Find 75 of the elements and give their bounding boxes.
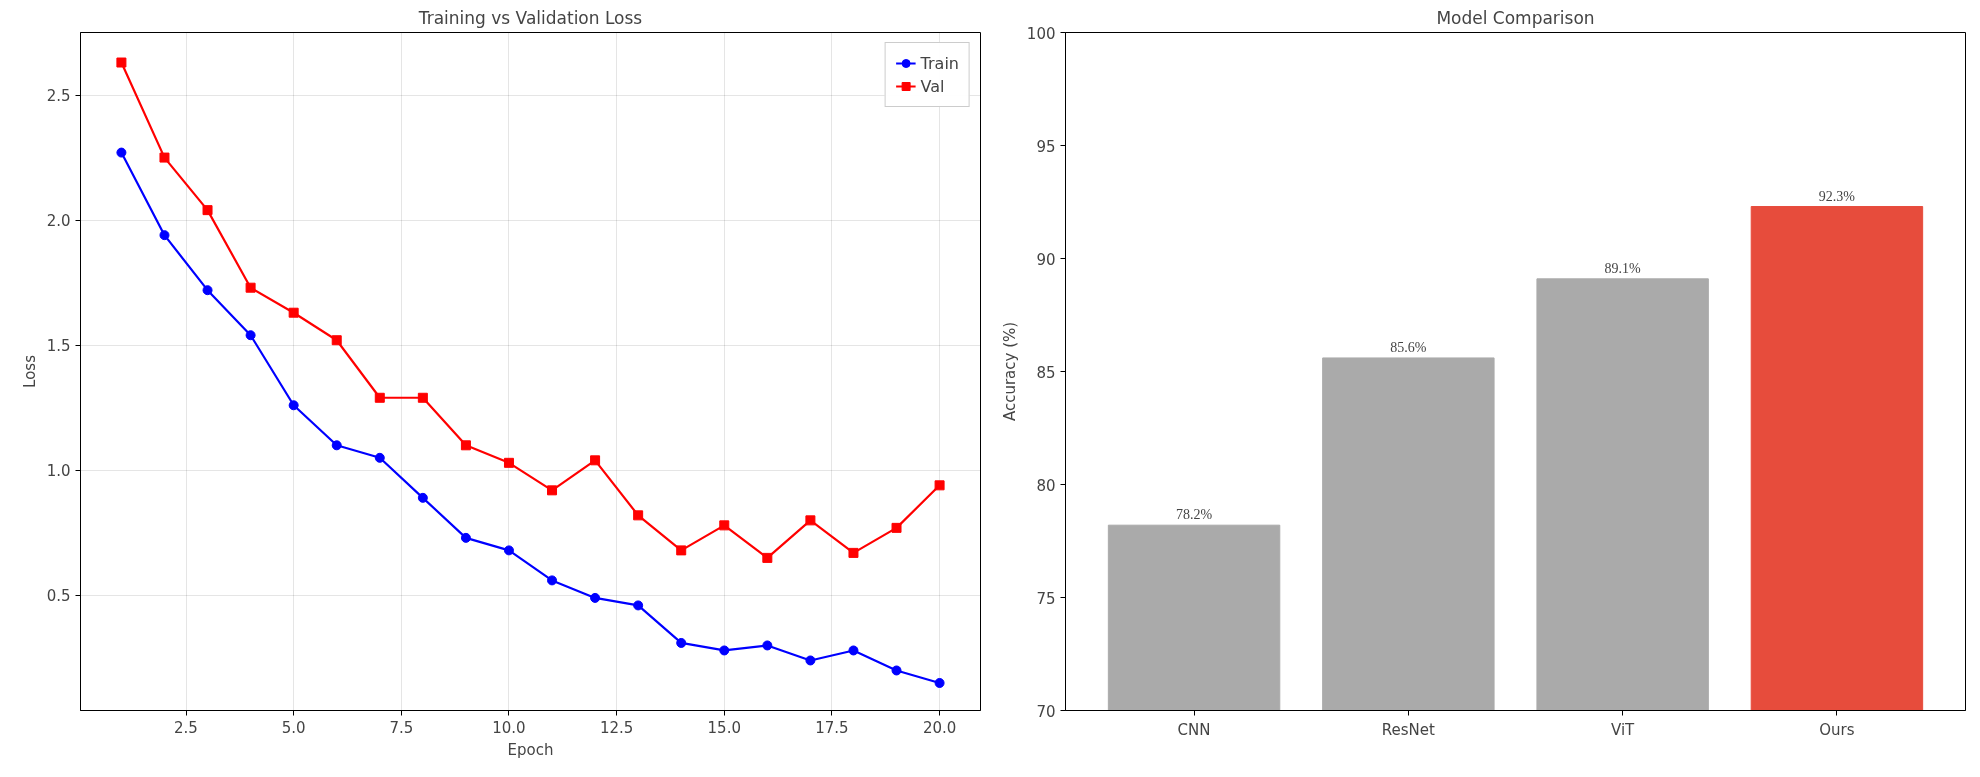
point [891, 665, 902, 676]
point [374, 392, 385, 403]
point [202, 205, 213, 216]
point [547, 575, 558, 586]
x-tick-label: 7.5 [389, 718, 414, 737]
x-tick-label: 5.0 [281, 718, 306, 737]
y-tick-label: 90 [1036, 250, 1056, 269]
point [762, 640, 773, 651]
point [590, 455, 601, 466]
y-tick-label: 0.5 [46, 587, 71, 606]
point [417, 392, 428, 403]
point [202, 285, 213, 296]
point [762, 552, 773, 563]
point [934, 480, 945, 491]
x-tick-label: Ours [1819, 720, 1855, 739]
data-label: 89.1% [1604, 260, 1642, 276]
point [719, 645, 730, 656]
point [116, 57, 127, 68]
x-tick-label: 17.5 [815, 718, 849, 737]
point [848, 645, 859, 656]
point [116, 147, 127, 158]
point [460, 440, 471, 451]
chart-title: Model Comparison [1436, 7, 1595, 28]
y-tick-label: 2.5 [46, 87, 71, 106]
point [288, 307, 299, 318]
point [676, 545, 687, 556]
legend-label: Val [920, 76, 945, 96]
y-axis-title: Loss [20, 354, 39, 388]
point [676, 637, 687, 648]
y-tick-label: 1.0 [46, 462, 71, 481]
point [503, 545, 514, 556]
y-tick-label: 85 [1036, 363, 1056, 382]
y-tick-label: 70 [1036, 702, 1056, 721]
data-label: 85.6% [1390, 339, 1427, 355]
y-tick-label: 1.5 [46, 337, 71, 356]
y-tick-label: 2.0 [46, 212, 71, 231]
point [159, 230, 170, 241]
y-tick-label: 95 [1036, 137, 1056, 156]
point [805, 655, 816, 666]
x-tick-label: 15.0 [707, 718, 741, 737]
y-tick-label: 100 [1026, 24, 1056, 43]
point [245, 282, 256, 293]
point [331, 440, 342, 451]
point [805, 515, 816, 526]
point [934, 677, 945, 688]
chart-title: Training vs Validation Loss [417, 7, 643, 28]
x-tick-label: ResNet [1381, 720, 1436, 739]
x-tick-label: ViT [1611, 720, 1636, 739]
point [503, 457, 514, 468]
legend-label: Train [920, 53, 959, 73]
x-tick-label: 2.5 [174, 718, 198, 737]
point [460, 532, 471, 543]
x-axis-title: Epoch [507, 740, 554, 759]
point [547, 485, 558, 496]
data-label: 92.3% [1818, 188, 1856, 204]
y-tick-label: 75 [1036, 589, 1056, 608]
point [374, 452, 385, 463]
point [719, 520, 730, 531]
point [848, 547, 859, 558]
x-tick-label: CNN [1177, 720, 1211, 739]
point [417, 492, 428, 503]
x-tick-label: 10.0 [492, 718, 526, 737]
point [331, 335, 342, 346]
point [633, 600, 644, 611]
y-axis-title: Accuracy (%) [1000, 321, 1019, 422]
point [590, 592, 601, 603]
y-tick-label: 80 [1036, 476, 1056, 495]
point [891, 522, 902, 533]
point [288, 400, 299, 411]
point [159, 152, 170, 163]
point [633, 510, 644, 521]
point [245, 330, 256, 341]
data-label: 78.2% [1175, 507, 1213, 523]
x-tick-label: 12.5 [599, 718, 634, 737]
x-tick-label: 20.0 [922, 718, 957, 737]
